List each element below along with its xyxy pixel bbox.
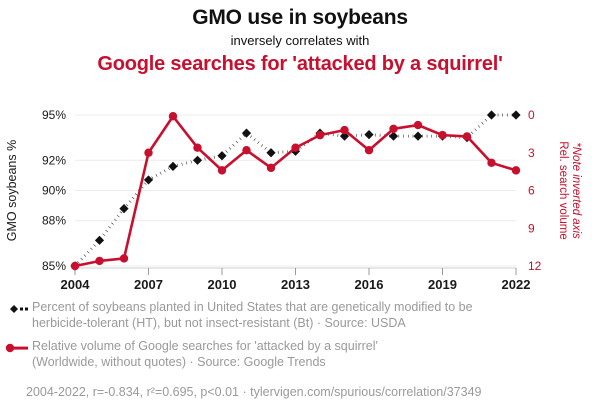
series-soybeans-marker: [241, 128, 252, 138]
y-axis-tick-left: 90%: [42, 184, 66, 198]
x-axis-tick-label: 2004: [61, 277, 91, 292]
series-searches-marker: [70, 261, 80, 271]
series-searches-marker: [95, 256, 104, 266]
chart-legend: Percent of soybeans planted in United St…: [0, 300, 600, 378]
series-soybeans-marker: [388, 131, 399, 141]
title-connector: inversely correlates with: [230, 33, 370, 48]
chart-plot-area: 95% 92% 90% 88% 85% 0 3 6 9 12 2004 2007 2010 2013 201…: [0, 98, 600, 298]
red-circle-solid-icon: [5, 343, 28, 353]
series-searches-marker: [291, 143, 300, 152]
series-soybeans-marker: [486, 110, 497, 120]
y-axis-title-left: GMO soybeans %: [5, 140, 19, 241]
legend-line-2: (Worldwide, without quotes) · Source: Go…: [32, 354, 326, 369]
y-axis-tick-left: 95%: [42, 108, 66, 122]
series-soybeans-marker: [119, 204, 129, 214]
legend-line-1: Percent of soybeans planted in United St…: [32, 300, 473, 314]
series-soybeans-marker: [217, 151, 227, 161]
page-title: GMO use in soybeans: [192, 6, 408, 29]
y-axis-title-right: Rel. search volume: [557, 141, 569, 239]
series-searches-marker: [389, 124, 398, 134]
series-searches-marker: [266, 163, 276, 173]
series-searches-marker: [144, 148, 153, 157]
legend-text-searches: Relative volume of Google searches for '…: [30, 339, 378, 370]
series-soybeans-marker: [413, 131, 423, 141]
page-subtitle: Google searches for 'attacked by a squir…: [97, 53, 503, 75]
y-axis-tick-right: 12: [528, 259, 542, 273]
series-searches-line: [73, 114, 518, 268]
series-soybeans-marker: [339, 131, 350, 141]
series-soybeans-marker: [364, 130, 374, 140]
x-axis-tick-label: 2016: [355, 277, 384, 292]
series-searches-marker: [340, 125, 349, 135]
series-searches-marker: [413, 120, 423, 130]
y-axis-note-inverted: *Note inverted axis: [570, 142, 582, 239]
series-soybeans-marker: [511, 110, 521, 120]
y-axis-tick-left: 85%: [42, 259, 66, 273]
x-axis-tick-label: 2019: [428, 277, 457, 292]
y-axis-tick-right: 3: [528, 146, 535, 160]
y-axis-tick-left: 88%: [42, 214, 66, 228]
series-searches-marker: [217, 166, 227, 175]
series-searches-marker: [364, 146, 374, 155]
y-axis-tick-right: 0: [528, 108, 535, 122]
footer-stats: 2004-2022, r=-0.834, r²=0.695, p<0.01 · …: [26, 385, 482, 399]
series-searches-marker: [193, 143, 202, 152]
legend-item-searches: Relative volume of Google searches for '…: [0, 339, 600, 370]
series-searches-marker: [438, 130, 447, 140]
series-searches-marker: [487, 158, 496, 168]
x-axis-tick-label: 2013: [281, 277, 310, 292]
x-axis-tick-label: 2022: [502, 277, 531, 292]
legend-line-2: herbicide-tolerant (HT), but not insect-…: [32, 315, 406, 330]
y-axis-tick-right: 9: [528, 221, 535, 235]
series-searches: [70, 112, 521, 271]
black-diamond-dotted-icon: [10, 305, 28, 313]
series-searches-marker: [511, 166, 521, 175]
x-axis-tick-label: 2007: [134, 277, 163, 292]
y-axis-tick-right: 6: [528, 184, 535, 198]
series-soybeans-marker: [266, 148, 276, 158]
legend-text-soybeans: Percent of soybeans planted in United St…: [30, 300, 473, 331]
series-soybeans-marker: [168, 161, 178, 171]
legend-line-1: Relative volume of Google searches for '…: [32, 339, 378, 353]
series-soybeans-marker: [192, 155, 203, 165]
series-searches-marker: [119, 254, 129, 263]
series-soybeans-marker: [143, 175, 154, 185]
correlation-line-chart: 95% 92% 90% 88% 85% 0 3 6 9 12 2004 2007 2010 2013 201…: [5, 108, 582, 292]
series-searches-marker: [242, 146, 251, 155]
series-searches-marker: [462, 132, 472, 141]
x-axis-tick-label: 2010: [208, 277, 237, 292]
title-block: GMO use in soybeans inversely correlates…: [0, 0, 600, 76]
series-soybeans-marker: [94, 235, 105, 245]
y-axis-tick-left: 92%: [42, 153, 66, 167]
series-searches-marker: [315, 130, 325, 140]
legend-item-soybeans: Percent of soybeans planted in United St…: [0, 300, 600, 331]
series-searches-marker: [168, 112, 178, 121]
